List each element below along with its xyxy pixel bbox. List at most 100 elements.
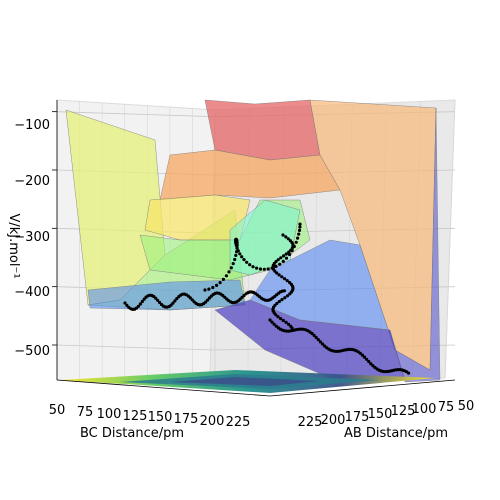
- energy-surface: [65, 99, 441, 383]
- trajectory-point: [169, 303, 173, 307]
- trajectory-point: [274, 313, 278, 317]
- trajectory-point: [235, 246, 239, 250]
- trajectory-point: [284, 320, 288, 324]
- ab-tick-label: 175: [345, 410, 370, 425]
- trajectory-point: [312, 333, 316, 337]
- trajectory-point: [203, 288, 207, 292]
- ab-axis-title: AB Distance/pm: [344, 426, 448, 441]
- trajectory-point: [279, 256, 283, 260]
- trajectory-point: [277, 299, 281, 304]
- trajectory-point: [171, 301, 175, 305]
- trajectory-point: [371, 364, 375, 368]
- trajectory-point: [283, 296, 287, 300]
- trajectory-point: [175, 297, 179, 301]
- trajectory-point: [158, 300, 162, 305]
- z-tick-label: −400: [14, 285, 50, 300]
- trajectory-point: [258, 267, 262, 271]
- trajectory-point: [231, 262, 235, 266]
- trajectory-point: [204, 300, 208, 304]
- trajectory-point: [294, 240, 298, 244]
- trajectory-point: [316, 338, 320, 342]
- trajectory-point: [207, 287, 211, 291]
- trajectory-point: [272, 322, 276, 326]
- trajectory-point: [125, 303, 129, 307]
- trajectory-point: [242, 258, 246, 262]
- z-tick-label: −200: [14, 174, 50, 189]
- trajectory-point: [255, 266, 259, 270]
- trajectory-point: [245, 260, 249, 264]
- bc-tick-label: 100: [97, 407, 122, 422]
- trajectory-point: [367, 359, 371, 364]
- surface-top-red: [204, 99, 321, 161]
- trajectory-point: [240, 255, 244, 259]
- bc-tick-label: 150: [148, 410, 173, 425]
- trajectory-point: [270, 320, 274, 324]
- trajectory-point: [297, 232, 301, 236]
- z-axis: −100 −200 −300 −400 −500 V/kJ.mol⁻¹: [6, 118, 50, 359]
- ab-tick-label: 75: [438, 400, 455, 415]
- bc-tick-label: 50: [49, 403, 66, 418]
- trajectory-point: [287, 322, 291, 326]
- trajectory-point: [296, 236, 300, 240]
- trajectory-point: [358, 351, 362, 355]
- bc-tick-label: 200: [200, 414, 225, 429]
- trajectory-point: [251, 265, 255, 269]
- trajectory-point: [234, 253, 238, 257]
- trajectory-point: [173, 299, 177, 303]
- trajectory-point: [287, 250, 291, 254]
- trajectory-point: [284, 252, 288, 256]
- z-tick-label: −300: [14, 230, 50, 245]
- trajectory-point: [218, 281, 222, 285]
- trajectory-point: [318, 340, 322, 344]
- trajectory-point: [284, 256, 289, 260]
- trajectory-point: [156, 298, 160, 302]
- trajectory-point: [248, 263, 252, 267]
- trajectory-point: [287, 252, 292, 257]
- trajectory-point: [310, 331, 314, 336]
- ab-tick-label: 150: [368, 407, 393, 422]
- bc-tick-label: 125: [123, 409, 148, 424]
- trajectory-point: [276, 258, 280, 262]
- z-tick-label: −500: [14, 344, 50, 359]
- trajectory-point: [276, 315, 280, 319]
- ab-tick-label: 125: [391, 404, 416, 419]
- trajectory-point: [282, 254, 286, 258]
- trajectory-point: [123, 301, 127, 305]
- trajectory-point: [369, 362, 373, 366]
- trajectory-point: [298, 222, 302, 226]
- trajectory-point: [142, 297, 146, 301]
- trajectory-point: [238, 252, 242, 256]
- bc-tick-label: 175: [174, 412, 199, 427]
- trajectory-point: [268, 318, 272, 322]
- floor-contour: [60, 370, 435, 393]
- trajectory-point: [280, 298, 284, 302]
- trajectory-point: [278, 262, 282, 266]
- trajectory-point: [224, 274, 228, 278]
- trajectory-point: [282, 289, 286, 293]
- trajectory-point: [284, 235, 288, 239]
- reaction-trajectory: [123, 222, 411, 375]
- bc-tick-label: 75: [77, 405, 94, 420]
- trajectory-point: [211, 285, 215, 290]
- grid-line: [56, 111, 216, 118]
- ab-tick-label: 100: [412, 402, 437, 417]
- trajectory-point: [138, 302, 142, 306]
- trajectory-point: [221, 277, 225, 281]
- trajectory-point: [297, 228, 302, 232]
- trajectory-point: [227, 270, 231, 274]
- trajectory-point: [298, 225, 302, 229]
- trajectory-point: [229, 266, 233, 270]
- trajectory-point: [280, 275, 284, 279]
- ab-tick-label: 50: [458, 399, 475, 414]
- grid-line: [444, 100, 456, 379]
- trajectory-point: [277, 273, 281, 277]
- trajectory-point: [279, 317, 283, 321]
- surface-orange-band: [159, 149, 341, 201]
- ab-axis: 225 200 175 150 125 100 75 50 AB Distanc…: [298, 399, 475, 441]
- trajectory-point: [320, 342, 325, 346]
- trajectory-point: [234, 243, 238, 247]
- bc-axis-title: BC Distance/pm: [80, 426, 184, 441]
- trajectory-point: [286, 237, 290, 241]
- trajectory-point: [136, 304, 140, 308]
